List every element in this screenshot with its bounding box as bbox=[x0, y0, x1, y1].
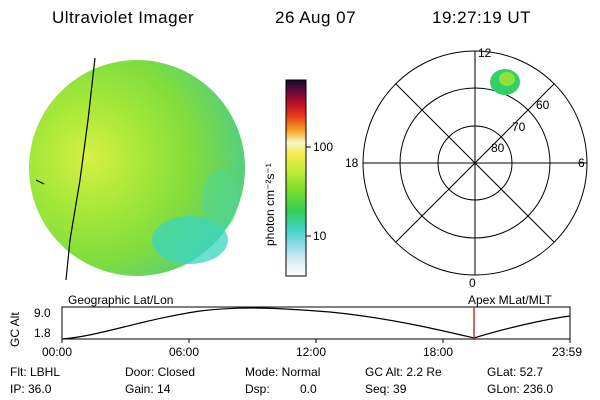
earth-image bbox=[29, 57, 245, 281]
caption-geographic: Geographic Lat/Lon bbox=[68, 293, 174, 307]
polar-lat-70: 70 bbox=[512, 120, 526, 134]
info-glat: GLat: 52.7 bbox=[487, 365, 544, 379]
aurora-blob-core bbox=[499, 72, 515, 86]
header-date: 26 Aug 07 bbox=[275, 8, 357, 27]
timeline-x-tick-4: 23:59 bbox=[552, 345, 583, 359]
polar-label-0: 0 bbox=[469, 276, 476, 290]
timeline-y-label: GC Alt bbox=[8, 312, 22, 347]
timeline-y-tick-top: 9.0 bbox=[34, 306, 51, 320]
timeline-x-tick-1: 06:00 bbox=[169, 345, 200, 359]
info-door: Door: Closed bbox=[125, 365, 196, 379]
info-mode: Mode: Normal bbox=[245, 365, 321, 379]
colorbar-label-100: 100 bbox=[313, 140, 334, 154]
terminator-line bbox=[65, 57, 96, 281]
colorbar-units: photon cm⁻²s⁻¹ bbox=[263, 163, 277, 246]
timeline-x-tick-3: 18:00 bbox=[423, 345, 454, 359]
polar-lat-60: 60 bbox=[536, 98, 550, 112]
caption-apex: Apex MLat/MLT bbox=[468, 293, 552, 307]
colorbar bbox=[285, 79, 307, 277]
polar-label-18: 18 bbox=[345, 156, 359, 170]
timeline-y-tick-bottom: 1.8 bbox=[34, 326, 51, 340]
info-ip: IP: 36.0 bbox=[10, 382, 52, 396]
info-dsp-value: 0.0 bbox=[300, 382, 317, 396]
polar-lat-80: 80 bbox=[491, 141, 505, 155]
polar-label-6: 6 bbox=[578, 156, 585, 170]
polar-plot bbox=[362, 50, 588, 276]
coast-mark bbox=[35, 179, 45, 185]
info-dsp-label: Dsp: bbox=[245, 382, 270, 396]
info-gain: Gain: 14 bbox=[125, 382, 171, 396]
info-gc-alt: GC Alt: 2.2 Re bbox=[365, 365, 442, 379]
cyan-patch bbox=[152, 216, 228, 264]
timeline-x-tick-0: 00:00 bbox=[42, 345, 73, 359]
timeline-plot bbox=[61, 306, 571, 343]
colorbar-label-10: 10 bbox=[313, 229, 327, 243]
info-seq: Seq: 39 bbox=[365, 382, 407, 396]
app-title: Ultraviolet Imager bbox=[52, 8, 195, 27]
polar-diag-2 bbox=[395, 83, 555, 243]
info-glon: GLon: 236.0 bbox=[487, 382, 554, 396]
polar-label-12: 12 bbox=[478, 46, 492, 60]
header-time: 19:27:19 UT bbox=[432, 8, 532, 27]
green-edge-patch bbox=[202, 170, 238, 230]
info-filter: Flt: LBHL bbox=[10, 365, 61, 379]
timeline-x-tick-2: 12:00 bbox=[296, 345, 327, 359]
altitude-curve bbox=[61, 307, 571, 340]
